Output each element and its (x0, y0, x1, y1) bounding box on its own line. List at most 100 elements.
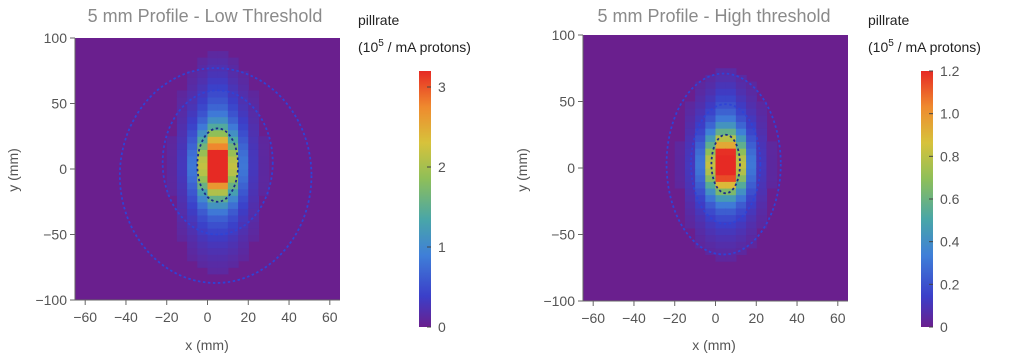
colorbar-title-right-line1: pillrate (868, 12, 909, 28)
heatmap-cell (217, 241, 229, 249)
heatmap-cell (746, 187, 757, 196)
heatmap-cell (227, 195, 239, 203)
heatmap-cell (705, 187, 717, 196)
heatmap-cell (197, 96, 209, 105)
heatmap-cell (746, 181, 757, 189)
heatmap-cell (746, 94, 757, 103)
heatmap-cell (217, 188, 229, 196)
heatmap-cell (766, 174, 778, 182)
heatmap-cell (166, 162, 178, 170)
heatmap-cell (176, 96, 188, 105)
heatmap-cell (217, 247, 229, 255)
heatmap-cell (725, 141, 737, 149)
heatmap-cell (258, 182, 270, 190)
heatmap-cell (217, 110, 229, 118)
heatmap-cell (248, 136, 260, 144)
heatmap-cell (217, 51, 229, 59)
heatmap-cell (735, 234, 747, 242)
heatmap-cell (735, 161, 747, 169)
heatmap-cell (695, 114, 706, 123)
heatmap-cell (725, 214, 737, 222)
x-tick-label: 20 (240, 309, 256, 325)
heatmap-cell (715, 148, 727, 156)
heatmap-cell (695, 128, 706, 136)
heatmap-cell (725, 174, 737, 182)
colorbar-tick-label: 0.2 (940, 276, 960, 292)
heatmap-cell (705, 241, 717, 249)
heatmap-cell (735, 154, 747, 162)
heatmap-cell (674, 148, 686, 156)
heatmap-cell (187, 129, 198, 137)
heatmap-cell (187, 182, 198, 190)
colorbar-tick-label: 2 (438, 159, 446, 175)
heatmap-cell (684, 221, 696, 229)
colorbar-gradient-right (921, 71, 933, 327)
heatmap-cell (746, 168, 757, 176)
heatmap-cell (207, 234, 219, 242)
heatmap-cell (176, 136, 188, 144)
heatmap-cell (197, 129, 209, 137)
heatmap-cell (207, 267, 219, 275)
heatmap-cell (705, 181, 717, 189)
heatmap-cell (217, 83, 229, 91)
heatmap-cell (725, 114, 737, 123)
heatmap-cell (735, 194, 747, 202)
heatmap-cell (227, 175, 239, 183)
heatmap-cell (207, 241, 219, 249)
heatmap-cell (715, 68, 727, 76)
heatmap-cell (238, 234, 249, 242)
heatmap-cell (715, 168, 727, 176)
colorbar-ticks-left: 0 1 2 3 (427, 79, 446, 335)
heatmap-cell (684, 134, 696, 142)
heatmap-cell (217, 116, 229, 124)
heatmap-cell (227, 77, 239, 85)
heatmap-cell (695, 174, 706, 182)
heatmap-cell (684, 174, 696, 182)
heatmap-cell (187, 208, 198, 216)
heatmap-cell (166, 149, 178, 157)
heatmap-cell (197, 83, 209, 91)
heatmap-cell (684, 114, 696, 123)
heatmap-cell (197, 260, 209, 268)
heatmap-cell (705, 134, 717, 142)
colorbar-tick-label: 1.0 (940, 106, 960, 122)
heatmap-cell (176, 188, 188, 196)
heatmap-cell (746, 161, 757, 169)
heatmap-cell (207, 260, 219, 268)
heatmap-cell (715, 161, 727, 169)
heatmap-cell (746, 101, 757, 109)
heatmap-cell (715, 194, 727, 202)
heatmap-cell (217, 123, 229, 131)
heatmap-cell (217, 70, 229, 78)
heatmap-cell (176, 110, 188, 118)
heatmap-cell (248, 162, 260, 170)
heatmap-cell (187, 169, 198, 177)
heatmap-cell (705, 101, 717, 109)
heatmap-cell (238, 149, 249, 157)
heatmap-cell (187, 195, 198, 203)
heatmap-cell (746, 227, 757, 236)
heatmap-cell (238, 208, 249, 216)
heatmap-cell (227, 155, 239, 164)
heatmap-cell (176, 227, 188, 236)
heatmap-cell (176, 234, 188, 242)
heatmap-cell (674, 141, 686, 149)
heatmap-cell (166, 136, 178, 144)
heatmap-cell (248, 175, 260, 183)
heatmap-cell (187, 234, 198, 242)
heatmap-cell (248, 116, 260, 124)
heatmap-cell (674, 181, 686, 189)
heatmap-cell (715, 88, 727, 96)
heatmap-cell (684, 187, 696, 196)
heatmap-cell (248, 195, 260, 203)
heatmap-cell (238, 142, 249, 150)
heatmap-cell (166, 182, 178, 190)
heatmap-cell (248, 182, 260, 190)
heatmap-cell (725, 154, 737, 162)
heatmap-cell (197, 221, 209, 229)
heatmap-cell (227, 182, 239, 190)
heatmap-cell (238, 162, 249, 170)
heatmap-cell (684, 161, 696, 169)
heatmap-cell (715, 227, 727, 236)
